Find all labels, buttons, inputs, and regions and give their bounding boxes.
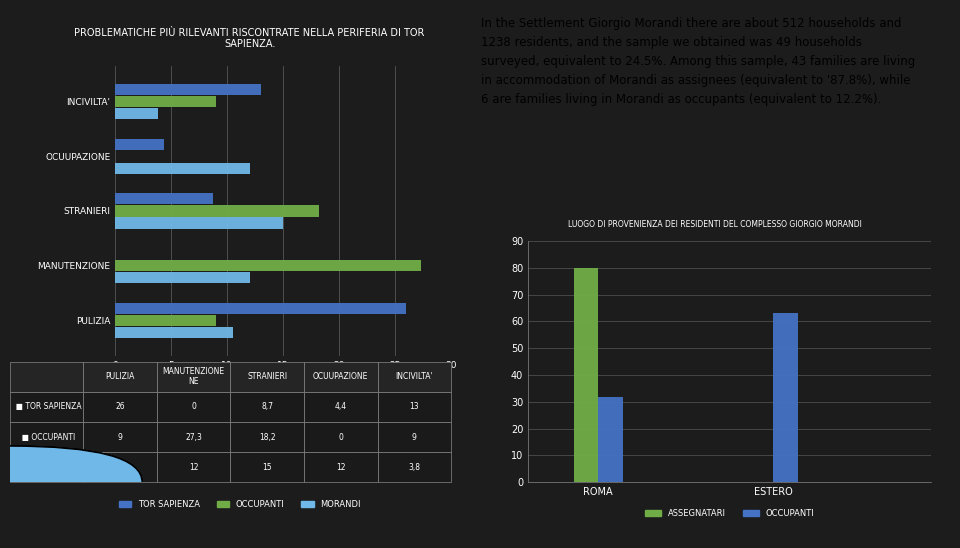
Bar [115, 260, 420, 271]
Bar [774, 313, 798, 482]
Bar [115, 327, 232, 338]
FancyBboxPatch shape [0, 446, 142, 518]
Bar [115, 193, 212, 204]
Bar [115, 84, 261, 95]
Bar [115, 272, 250, 283]
FancyBboxPatch shape [0, 446, 142, 518]
Bar [115, 303, 406, 314]
Bar [115, 218, 283, 229]
FancyBboxPatch shape [0, 446, 142, 518]
Bar [598, 397, 623, 482]
Bar [115, 139, 164, 150]
Bar [115, 108, 157, 119]
Bar [573, 268, 598, 482]
Text: LUOGO DI PROVENIENZA DEI RESIDENTI DEL COMPLESSO GIORGIO MORANDI: LUOGO DI PROVENIENZA DEI RESIDENTI DEL C… [568, 220, 862, 229]
Legend: ASSEGNATARI, OCCUPANTI: ASSEGNATARI, OCCUPANTI [641, 506, 818, 522]
Bar [115, 163, 250, 174]
Bar [115, 315, 216, 326]
Text: In the Settlement Giorgio Morandi there are about 512 households and
1238 reside: In the Settlement Giorgio Morandi there … [481, 16, 915, 106]
Legend: TOR SAPIENZA, OCCUPANTI, MORANDI: TOR SAPIENZA, OCCUPANTI, MORANDI [115, 496, 365, 512]
Text: PROBLEMATICHE PIÙ RILEVANTI RISCONTRATE NELLA PERIFERIA DI TOR
SAPIENZA.: PROBLEMATICHE PIÙ RILEVANTI RISCONTRATE … [75, 27, 424, 49]
Bar [115, 96, 216, 107]
Bar [115, 206, 319, 216]
